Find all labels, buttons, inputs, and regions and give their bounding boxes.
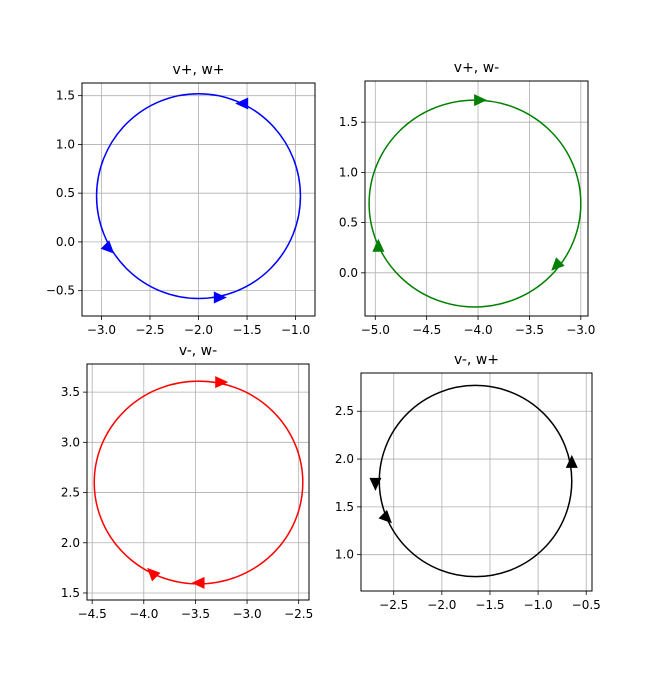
y-tick-label: 0.5	[56, 186, 75, 200]
direction-arrow	[213, 291, 227, 304]
x-tick-label: −4.0	[463, 323, 492, 337]
direction-arrow	[378, 509, 392, 524]
y-tick-label: 0.5	[339, 216, 358, 230]
direction-arrow	[369, 477, 382, 491]
x-tick-label: −4.5	[412, 323, 441, 337]
x-tick-label: −1.0	[524, 598, 553, 612]
y-tick-label: 0.0	[56, 235, 75, 249]
x-tick-label: −1.5	[475, 598, 504, 612]
y-tick-label: −0.5	[46, 284, 75, 298]
x-tick-label: −3.0	[87, 323, 116, 337]
y-tick-label: 1.5	[56, 89, 75, 103]
y-tick-label: 1.0	[335, 548, 354, 562]
x-tick-label: −1.0	[281, 323, 310, 337]
x-tick-label: −3.5	[181, 607, 210, 621]
x-tick-label: −0.5	[572, 598, 601, 612]
subplot-title: v+, w-	[454, 60, 499, 76]
direction-arrow	[100, 240, 115, 254]
trajectory-curve	[95, 92, 302, 300]
y-tick-label: 3.0	[61, 435, 80, 449]
axes-frame	[86, 363, 310, 601]
x-tick-label: −2.0	[427, 598, 456, 612]
x-tick-label: −3.5	[515, 323, 544, 337]
y-tick-label: 1.5	[339, 115, 358, 129]
subplot-v-minus-w-minus: v-, w- −4.5 −4.0 −3.5 −3.0 −2.5 1.5 2.0 2.5 3.0 3…	[61, 343, 313, 621]
x-tick-label: −2.5	[135, 323, 164, 337]
direction-arrow	[235, 97, 249, 110]
x-tick-label: −2.5	[284, 607, 313, 621]
direction-arrow	[474, 94, 488, 107]
y-tick-label: 0.0	[339, 266, 358, 280]
y-tick-label: 1.5	[335, 500, 354, 514]
subplot-title: v-, w-	[179, 343, 217, 359]
y-tick-label: 2.5	[335, 404, 354, 418]
subplot-v-plus-w-plus: v+, w+ −3.0 −2.5 −2.0 −1.5 −1.0 −0.5 0.0 0.5 1.0…	[46, 62, 316, 337]
subplot-v-minus-w-plus: v-, w+ −2.5 −2.0 −1.5 −1.0 −0.5 1.0 1.5 2.0 2.5	[335, 352, 601, 612]
direction-arrow	[565, 454, 578, 468]
y-tick-label: 1.5	[61, 586, 80, 600]
y-tick-label: 2.0	[335, 452, 354, 466]
direction-arrow	[215, 376, 229, 389]
direction-arrow	[191, 576, 205, 589]
subplot-v-plus-w-minus: v+, w- −5.0 −4.5 −4.0 −3.5 −3.0 0.0 0.5 1.0 1.5	[339, 60, 595, 337]
y-tick-label: 2.5	[61, 486, 80, 500]
x-tick-label: −5.0	[361, 323, 390, 337]
direction-arrow	[551, 257, 565, 271]
axes-frame	[360, 372, 593, 592]
x-tick-label: −2.0	[184, 323, 213, 337]
direction-arrow	[372, 238, 385, 252]
x-tick-label: −1.5	[232, 323, 261, 337]
y-tick-label: 2.0	[61, 536, 80, 550]
subplot-title: v+, w+	[172, 62, 224, 78]
y-tick-label: 3.5	[61, 385, 80, 399]
y-tick-label: 1.0	[339, 165, 358, 179]
y-tick-label: 1.0	[56, 137, 75, 151]
subplot-title: v-, w+	[454, 352, 499, 368]
x-tick-label: −2.5	[379, 598, 408, 612]
x-tick-label: −4.5	[78, 607, 107, 621]
x-tick-label: −4.0	[129, 607, 158, 621]
direction-arrow	[147, 567, 161, 582]
x-tick-label: −3.0	[566, 323, 595, 337]
x-tick-label: −3.0	[232, 607, 261, 621]
axes-frame	[364, 80, 589, 317]
